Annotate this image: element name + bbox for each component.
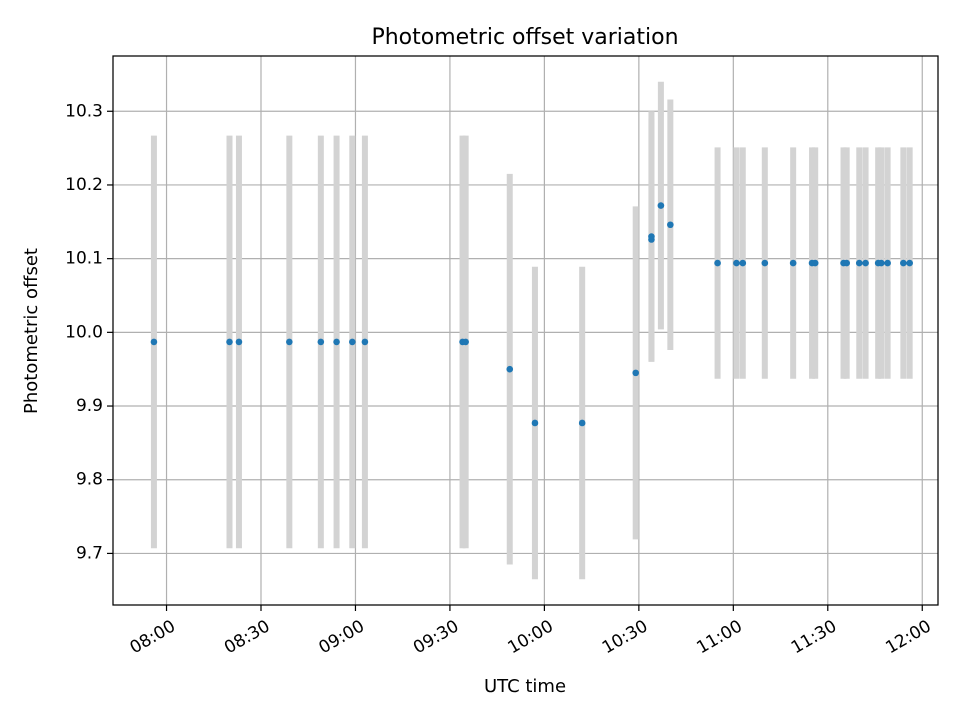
data-point	[531, 419, 539, 427]
data-point	[811, 259, 819, 267]
x-tick-label: 09:30	[410, 616, 462, 658]
data-point	[789, 259, 797, 267]
data-point	[349, 338, 356, 346]
data-point	[361, 338, 369, 346]
data-point	[150, 338, 158, 346]
x-tick-label: 11:30	[788, 616, 840, 658]
x-tick-label: 08:30	[221, 616, 273, 658]
chart-title: Photometric offset variation	[371, 25, 678, 50]
x-tick-label: 12:00	[882, 616, 934, 658]
y-tick-label: 10.3	[65, 101, 103, 121]
data-point	[739, 259, 747, 267]
data-point	[878, 259, 885, 267]
x-tick-label: 10:30	[599, 616, 651, 658]
data-point	[506, 365, 514, 373]
x-axis-label: UTC time	[484, 676, 566, 697]
grid-lines	[113, 56, 938, 605]
data-point	[462, 338, 469, 346]
data-point	[900, 259, 907, 267]
x-tick-label: 08:00	[127, 616, 179, 658]
data-point	[648, 233, 655, 240]
data-points	[150, 202, 913, 427]
data-point	[855, 259, 863, 267]
y-tick-label: 9.9	[76, 396, 103, 416]
data-point	[578, 419, 586, 427]
data-point	[667, 221, 674, 229]
y-tick-label: 9.8	[76, 470, 103, 490]
data-point	[333, 338, 340, 346]
data-point	[906, 259, 913, 267]
x-axis-ticks: 08:00 08:30 09:00 09:30 10:00 10:30 11:00 11:30…	[127, 605, 935, 658]
data-point	[714, 259, 721, 267]
y-tick-label: 9.7	[76, 543, 103, 563]
data-point	[884, 259, 891, 267]
data-point	[226, 338, 233, 346]
data-point	[235, 338, 243, 346]
data-point	[761, 259, 769, 267]
y-tick-label: 10.1	[65, 249, 103, 269]
x-tick-label: 11:00	[693, 616, 745, 658]
data-point	[657, 202, 665, 209]
y-axis-label: Photometric offset	[21, 248, 42, 414]
data-point	[286, 338, 293, 346]
x-tick-label: 09:00	[316, 616, 368, 658]
data-point	[843, 259, 850, 267]
data-point	[317, 338, 325, 346]
error-bars	[150, 81, 913, 580]
y-axis-ticks: 9.7 9.8 9.9 10.0 10.1 10.2 10.3	[65, 101, 113, 563]
y-tick-label: 10.0	[65, 322, 103, 342]
data-point	[862, 259, 869, 267]
y-tick-label: 10.2	[65, 175, 103, 195]
data-point	[733, 259, 740, 267]
plot-frame	[112, 55, 939, 606]
x-tick-label: 10:00	[504, 616, 556, 658]
data-point	[632, 369, 640, 377]
